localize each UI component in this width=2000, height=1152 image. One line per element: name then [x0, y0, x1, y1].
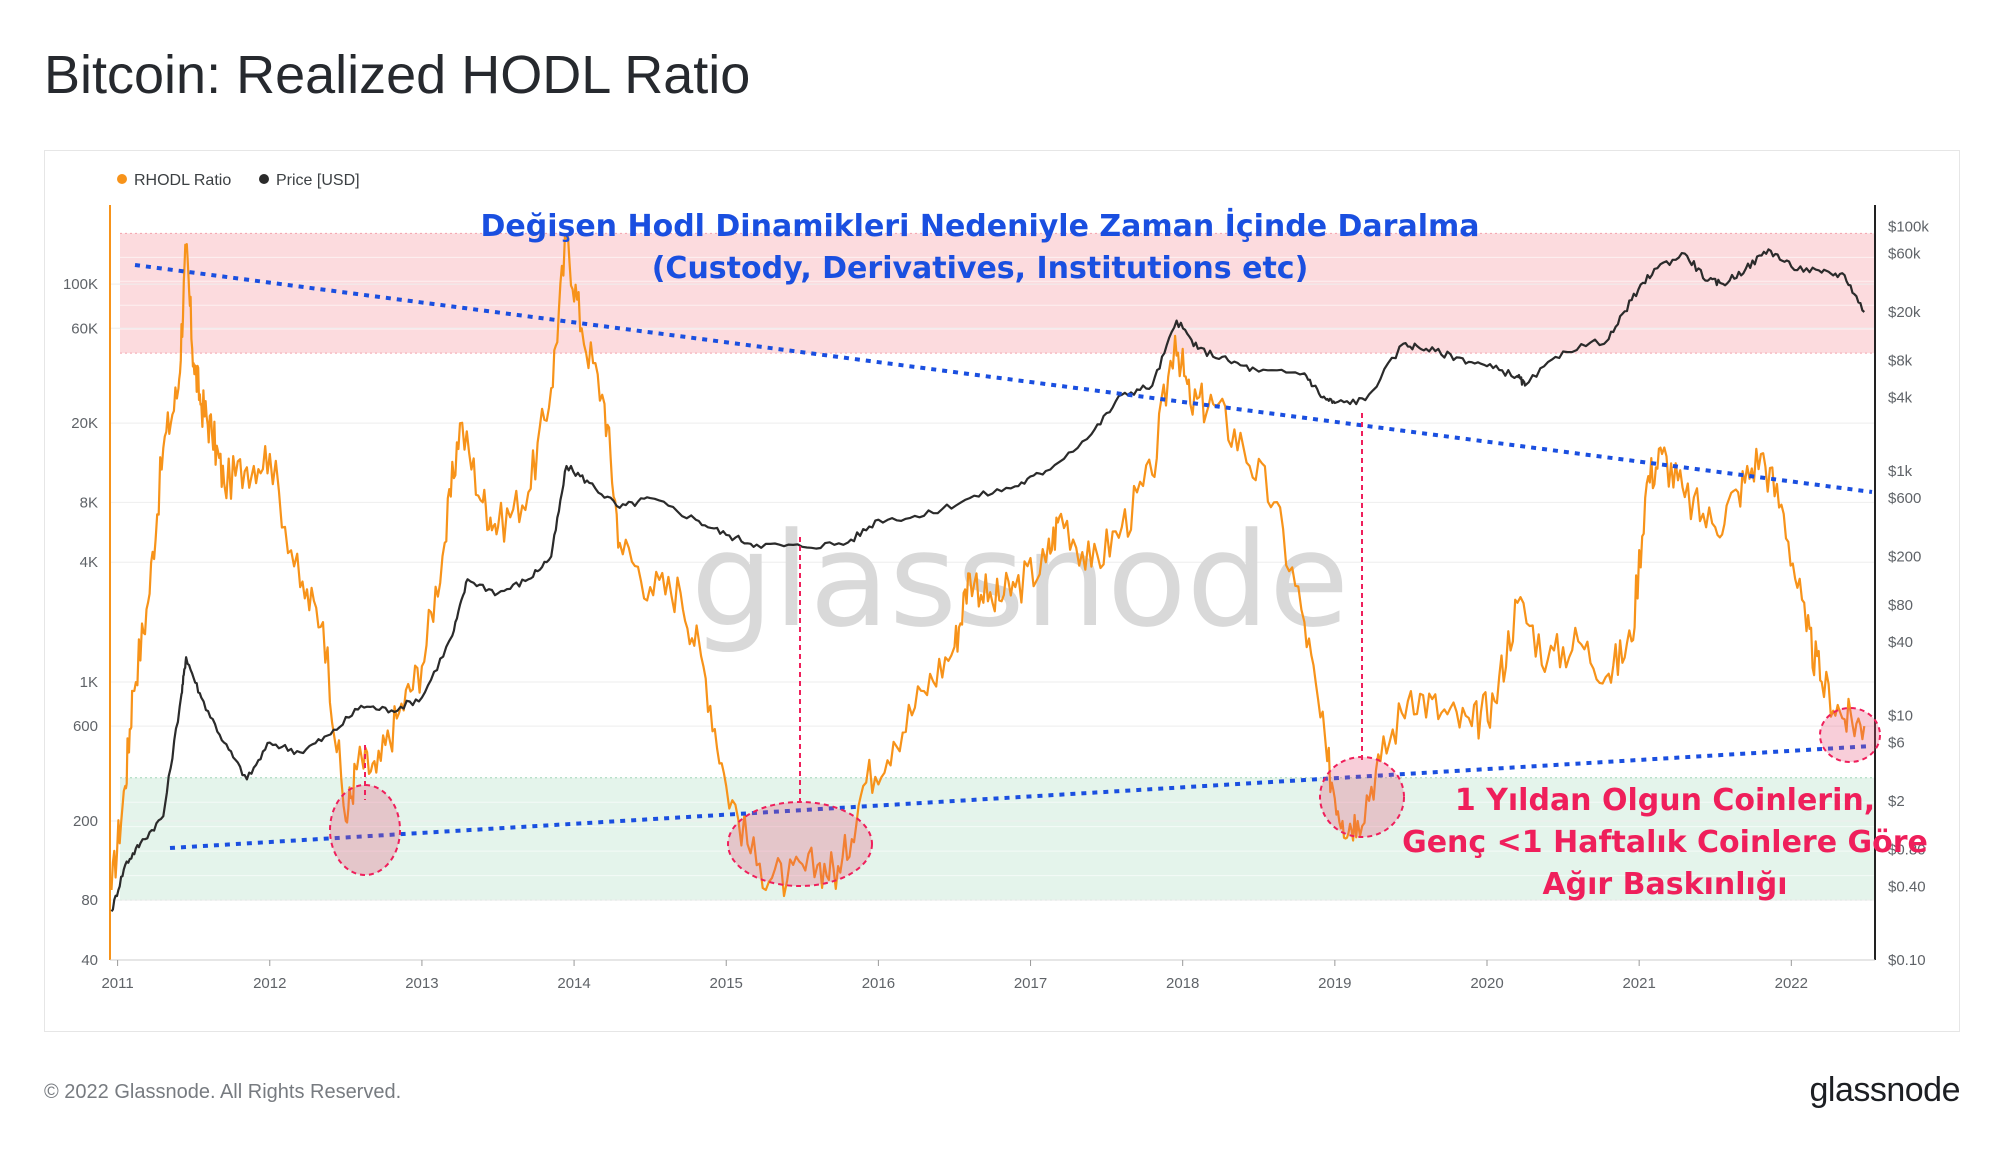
- y-right-tick-label: $4k: [1888, 389, 1913, 406]
- y-right-tick-label: $0.80: [1888, 842, 1926, 859]
- y-left-tick-label: 80: [81, 892, 98, 909]
- y-left-tick-label: 8K: [80, 494, 98, 511]
- y-right-tick-label: $0.40: [1888, 878, 1926, 895]
- copyright-text: © 2022 Glassnode. All Rights Reserved.: [44, 1081, 402, 1103]
- annotation-bottom-line1: 1 Yıldan Olgun Coinlerin,: [1455, 783, 1875, 818]
- y-left-tick-label: 40: [81, 952, 98, 969]
- highlight-circle: [727, 801, 873, 887]
- y-right-tick-label: $80: [1888, 597, 1913, 614]
- annotation-bottom-line2: Genç <1 Haftalık Coinlere Göre: [1402, 825, 1928, 860]
- y-right-tick-label: $2: [1888, 793, 1905, 810]
- y-right-tick-label: $8k: [1888, 353, 1913, 370]
- y-right-tick-label: $10: [1888, 708, 1913, 725]
- y-right-tick-label: $6: [1888, 735, 1905, 752]
- y-left-tick-label: 600: [73, 718, 98, 735]
- y-right-tick-label: $200: [1888, 548, 1921, 565]
- y-right-tick-label: $20k: [1888, 304, 1921, 321]
- y-left-tick-label: 4K: [80, 554, 98, 571]
- y-right-tick-label: $1k: [1888, 463, 1913, 480]
- y-right-tick-label: $0.10: [1888, 952, 1926, 969]
- x-tick-label: 2017: [1014, 975, 1047, 992]
- x-tick-label: 2011: [101, 975, 133, 992]
- x-tick-label: 2015: [710, 975, 743, 992]
- y-left-tick-label: 20K: [71, 415, 98, 432]
- x-tick-label: 2016: [862, 975, 895, 992]
- x-tick-label: 2013: [405, 975, 438, 992]
- x-tick-label: 2019: [1318, 975, 1351, 992]
- annotation-top-line2: (Custody, Derivatives, Institutions etc): [652, 251, 1309, 286]
- legend-swatch: [259, 174, 269, 184]
- y-right-tick-label: $60k: [1888, 246, 1921, 263]
- rhodl-series-line: [110, 234, 1866, 898]
- highlight-circle: [329, 784, 401, 876]
- y-left-tick-label: 60K: [71, 320, 98, 337]
- x-tick-label: 2018: [1166, 975, 1199, 992]
- page-title: Bitcoin: Realized HODL Ratio: [44, 45, 751, 105]
- glassnode-logo[interactable]: glassnode: [1809, 1071, 1960, 1109]
- highlight-circle: [1319, 756, 1405, 838]
- legend-label: RHODL Ratio: [134, 172, 231, 189]
- y-left-tick-label: 200: [73, 813, 98, 830]
- legend-swatch: [117, 174, 127, 184]
- y-right-tick-label: $600: [1888, 490, 1921, 507]
- legend-label: Price [USD]: [276, 172, 360, 189]
- x-tick-label: 2012: [253, 975, 286, 992]
- price-series-line: [110, 248, 1866, 913]
- annotation-top-line1: Değişen Hodl Dinamikleri Nedeniyle Zaman…: [480, 208, 1479, 244]
- x-tick-label: 2022: [1775, 975, 1808, 992]
- highlight-circle: [1819, 707, 1881, 763]
- y-left-tick-label: 100K: [63, 276, 98, 293]
- y-left-tick-label: 1K: [80, 674, 98, 691]
- y-right-tick-label: $40: [1888, 634, 1913, 651]
- y-right-tick-label: $100k: [1888, 219, 1929, 236]
- zone-band-0: [120, 233, 1875, 354]
- x-tick-label: 2021: [1622, 975, 1655, 992]
- annotation-bottom-line3: Ağır Baskınlığı: [1542, 867, 1787, 902]
- x-tick-label: 2014: [557, 975, 590, 992]
- lower-trend-line: [169, 744, 1873, 850]
- x-tick-label: 2020: [1470, 975, 1503, 992]
- chart-frame: [44, 150, 1960, 1032]
